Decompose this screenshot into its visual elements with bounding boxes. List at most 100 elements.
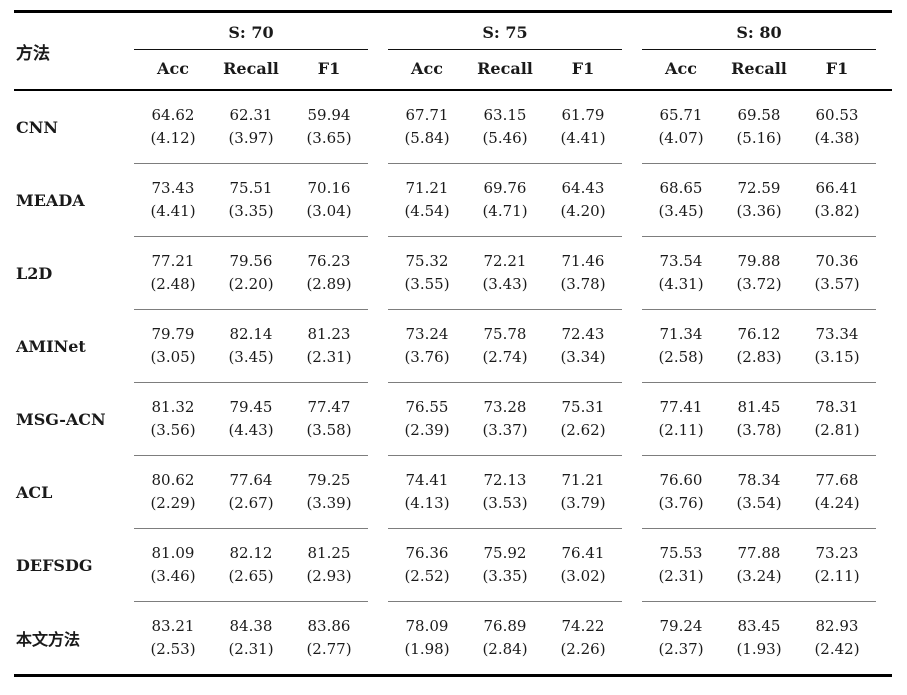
metric-cell: 74.41 (4.13): [388, 455, 466, 529]
metric-cell: 79.25 (3.39): [290, 455, 368, 529]
col-header-acc: Acc: [388, 49, 466, 91]
metric-cell: 72.59 (3.36): [720, 163, 798, 237]
metric-value: 76.89: [483, 617, 527, 635]
metric-cell: 79.88 (3.72): [720, 236, 798, 310]
metric-std: (2.48): [150, 275, 196, 293]
metric-value: 82.12: [229, 544, 273, 562]
metric-std: (3.82): [814, 202, 860, 220]
metric-cell: 75.53 (2.31): [642, 528, 720, 602]
column-spacer: [876, 237, 892, 310]
table-row: MEADA 73.43 (4.41) 75.51 (3.35) 70.16 (3.04) 71…: [14, 163, 892, 237]
metric-std: (2.62): [560, 421, 606, 439]
metric-cell: 71.34 (2.58): [642, 309, 720, 383]
metric-std: (3.43): [482, 275, 528, 293]
method-name: L2D: [16, 263, 53, 283]
metric-cell: 79.45 (4.43): [212, 382, 290, 456]
metric-value: 82.14: [229, 325, 273, 343]
method-name: ACL: [16, 482, 53, 502]
metric-std: (3.57): [814, 275, 860, 293]
metric-std: (2.52): [404, 567, 450, 585]
metric-std: (3.36): [736, 202, 782, 220]
metric-cell: 82.12 (2.65): [212, 528, 290, 602]
metric-std: (4.20): [560, 202, 606, 220]
metric-cell: 76.36 (2.52): [388, 528, 466, 602]
column-spacer: [368, 49, 388, 91]
column-spacer: [876, 383, 892, 456]
metric-value: 60.53: [815, 106, 859, 124]
metric-cell: 72.21 (3.43): [466, 236, 544, 310]
metric-cell: 76.41 (3.02): [544, 528, 622, 602]
column-spacer: [368, 529, 388, 602]
metric-cell: 76.12 (2.83): [720, 309, 798, 383]
metric-cell: 81.25 (2.93): [290, 528, 368, 602]
results-table: 方法 S: 70 S: 75 S: 80 Acc Recall F1 Acc R…: [14, 10, 892, 677]
metric-std: (2.26): [560, 640, 606, 658]
metric-cell: 69.58 (5.16): [720, 90, 798, 164]
metric-cell: 81.09 (3.46): [134, 528, 212, 602]
metric-std: (1.98): [404, 640, 450, 658]
metric-std: (2.20): [228, 275, 274, 293]
metric-value: 77.88: [737, 544, 781, 562]
method-name: 本文方法: [16, 629, 81, 649]
column-spacer: [876, 310, 892, 383]
metric-value: 64.43: [561, 179, 605, 197]
metric-cell: 69.76 (4.71): [466, 163, 544, 237]
metric-cell: 76.23 (2.89): [290, 236, 368, 310]
metric-cell: 84.38 (2.31): [212, 602, 290, 676]
metric-std: (2.11): [658, 421, 704, 439]
metric-value: 73.28: [483, 398, 527, 416]
table-row: CNN 64.62 (4.12) 62.31 (3.97) 59.94 (3.65) 67.7…: [14, 90, 892, 164]
metric-std: (3.24): [736, 567, 782, 585]
col-header-recall: Recall: [212, 49, 290, 91]
metric-value: 77.41: [659, 398, 703, 416]
metric-value: 82.93: [815, 617, 859, 635]
col-header-acc: Acc: [642, 49, 720, 91]
metric-std: (4.41): [150, 202, 196, 220]
metric-value: 78.09: [405, 617, 449, 635]
metric-std: (3.54): [736, 494, 782, 512]
metric-std: (2.29): [150, 494, 196, 512]
table-row: AMINet 79.79 (3.05) 82.14 (3.45) 81.23 (2.31) 7…: [14, 309, 892, 383]
metric-cell: 77.41 (2.11): [642, 382, 720, 456]
metric-cell: 75.32 (3.55): [388, 236, 466, 310]
metric-cell: 74.22 (2.26): [544, 602, 622, 676]
table-header: 方法 S: 70 S: 75 S: 80 Acc Recall F1 Acc R…: [14, 11, 892, 91]
metric-std: (3.45): [228, 348, 274, 366]
metric-value: 79.88: [737, 252, 781, 270]
metric-value: 79.25: [307, 471, 351, 489]
metric-std: (5.46): [482, 129, 528, 147]
metric-cell: 67.71 (5.84): [388, 90, 466, 164]
column-spacer: [622, 237, 642, 310]
column-spacer: [876, 164, 892, 237]
metric-cell: 73.43 (4.41): [134, 163, 212, 237]
metric-cell: 75.31 (2.62): [544, 382, 622, 456]
metric-value: 61.79: [561, 106, 605, 124]
metric-std: (3.72): [736, 275, 782, 293]
method-name: CNN: [16, 117, 58, 137]
metric-cell: 82.93 (2.42): [798, 602, 876, 676]
metric-std: (2.65): [228, 567, 274, 585]
col-header-f1: F1: [290, 49, 368, 91]
table-row: DEFSDG 81.09 (3.46) 82.12 (2.65) 81.25 (2.93) 7…: [14, 528, 892, 602]
metric-cell: 78.31 (2.81): [798, 382, 876, 456]
metric-cell: 60.53 (4.38): [798, 90, 876, 164]
metric-std: (3.35): [482, 567, 528, 585]
metric-std: (3.46): [150, 567, 196, 585]
metric-cell: 71.46 (3.78): [544, 236, 622, 310]
metric-std: (5.16): [736, 129, 782, 147]
metric-std: (4.38): [814, 129, 860, 147]
metric-value: 84.38: [229, 617, 273, 635]
metric-std: (3.76): [658, 494, 704, 512]
method-name: MEADA: [16, 190, 85, 210]
method-name: MSG-ACN: [16, 409, 106, 429]
metric-cell: 70.36 (3.57): [798, 236, 876, 310]
metric-std: (3.76): [404, 348, 450, 366]
metric-value: 66.41: [815, 179, 859, 197]
metric-value: 75.53: [659, 544, 703, 562]
metric-std: (3.45): [658, 202, 704, 220]
metric-std: (2.37): [658, 640, 704, 658]
column-spacer: [876, 49, 892, 91]
metric-cell: 65.71 (4.07): [642, 90, 720, 164]
column-spacer: [876, 602, 892, 676]
metric-value: 79.24: [659, 617, 703, 635]
